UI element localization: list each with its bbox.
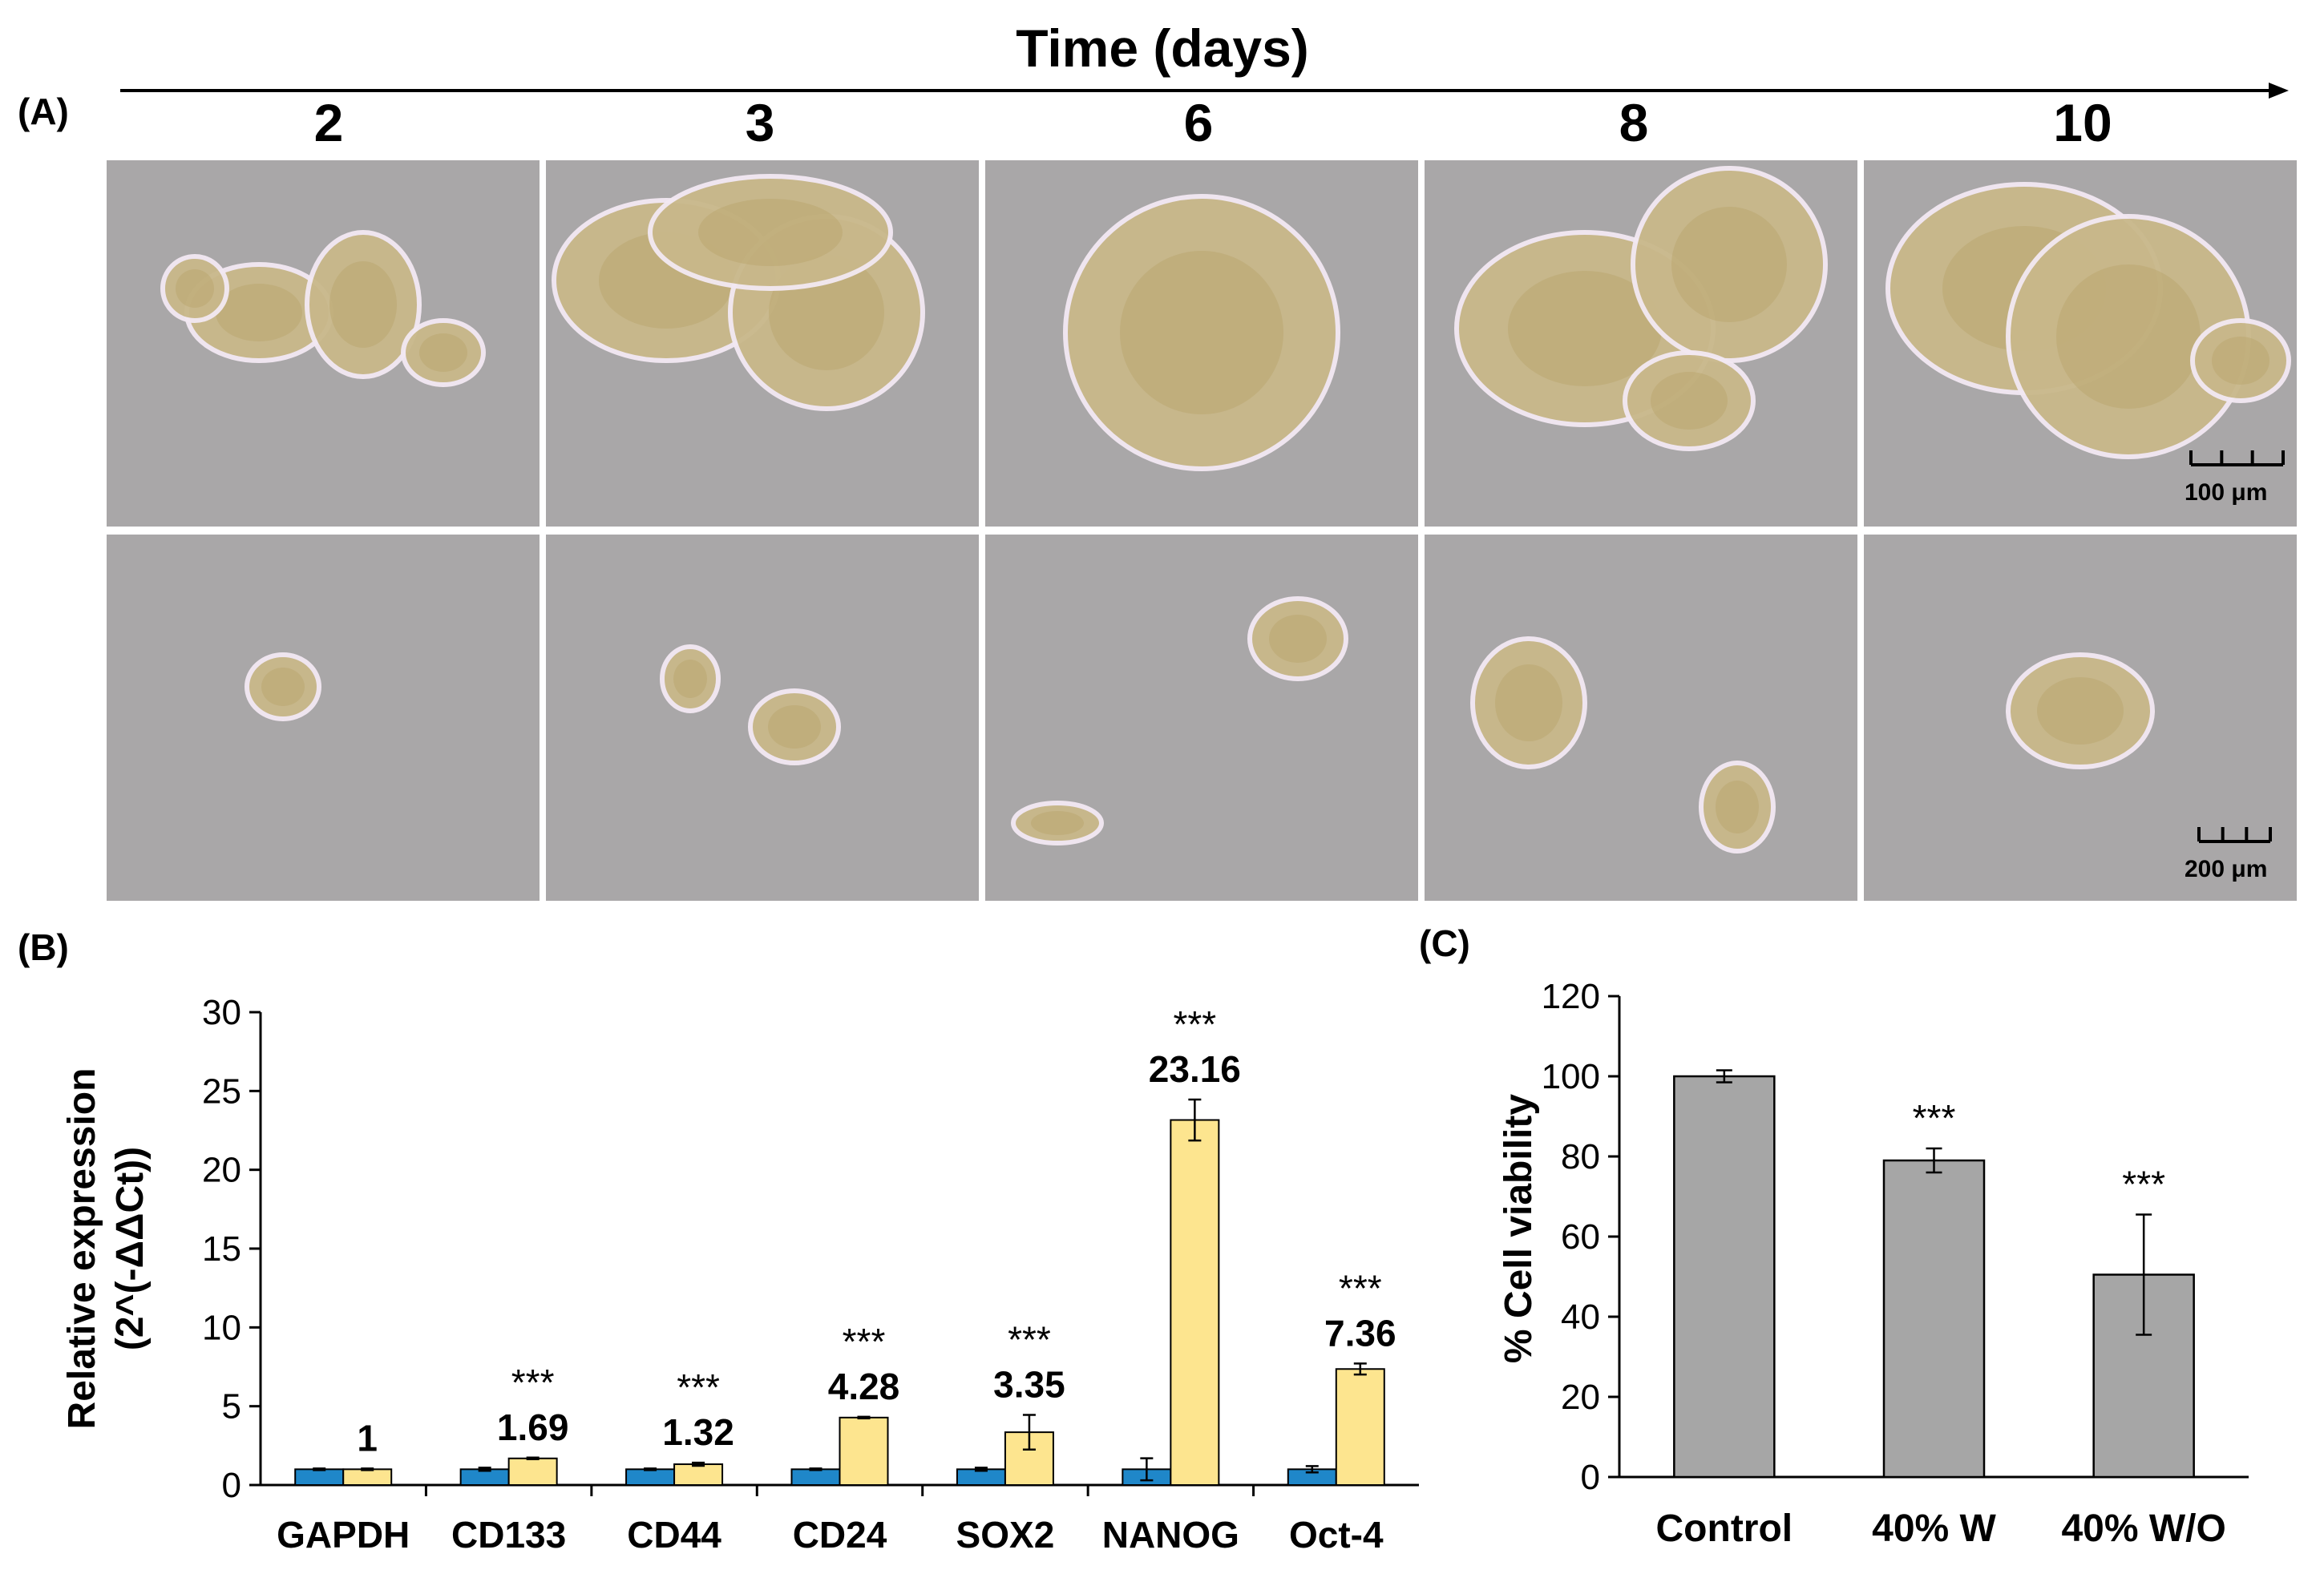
data-label: 1.69 [497, 1406, 569, 1448]
day-label-10: 10 [2053, 93, 2112, 152]
scalebar-bottom-label: 200 μm [2185, 856, 2268, 882]
significance-marker: *** [1339, 1267, 1382, 1309]
micrograph-background [107, 535, 540, 901]
day-label-3: 3 [745, 93, 775, 152]
bar-series-2 [507, 1457, 558, 1486]
y-axis-label-line2: (2^(-ΔΔCt)) [109, 1147, 152, 1350]
cell-cluster-core [768, 705, 821, 749]
y-axis-label: % Cell viability [1497, 1094, 1540, 1363]
x-tick-label: Control [1656, 1507, 1793, 1550]
data-label: 7.36 [1324, 1312, 1396, 1354]
cell-cluster-core [419, 333, 467, 372]
cell-cluster-core [1671, 207, 1787, 322]
viability-bar [1882, 1159, 1986, 1479]
panel-b-label: (B) [18, 926, 69, 968]
significance-marker: *** [1173, 1003, 1216, 1045]
significance-marker: *** [677, 1366, 720, 1408]
cell-cluster-core [1120, 251, 1283, 414]
x-tick-label: CD44 [627, 1514, 721, 1556]
x-tick-label: 40% W [1872, 1507, 1996, 1550]
significance-marker: *** [2122, 1164, 2165, 1205]
cell-cluster-core [2037, 677, 2124, 745]
bar-series-2 [1335, 1368, 1385, 1487]
cell-cluster-core [2212, 337, 2269, 385]
cell-cluster-core [1651, 372, 1728, 430]
bar-series-2 [673, 1463, 724, 1486]
y-tick-label: 10 [202, 1308, 241, 1347]
micrograph-bottom-day-10 [1864, 535, 2297, 901]
cell-cluster-core [698, 199, 843, 266]
x-tick-label: GAPDH [277, 1514, 410, 1556]
y-tick-label: 120 [1542, 977, 1600, 1016]
y-tick-label: 0 [222, 1466, 241, 1505]
micrograph-top-day-8 [1425, 160, 1857, 527]
x-tick-label: CD133 [451, 1514, 566, 1556]
micrograph-bottom-day-6 [985, 535, 1418, 901]
y-tick-label: 100 [1542, 1057, 1600, 1096]
cell-cluster-core [1031, 811, 1084, 835]
day-label-8: 8 [1619, 93, 1649, 152]
micrograph-top-day-6 [985, 160, 1418, 527]
micrograph-top-day-10 [1864, 160, 2297, 527]
cell-cluster-core [2056, 264, 2201, 409]
cell-cluster-core [1716, 781, 1759, 833]
cell-cluster-core [261, 668, 305, 706]
significance-marker: *** [1913, 1097, 1956, 1139]
data-label: 1 [357, 1417, 378, 1459]
significance-marker: *** [843, 1321, 886, 1362]
y-tick-label: 20 [1561, 1378, 1600, 1417]
viability-bar [1673, 1075, 1776, 1479]
y-tick-label: 40 [1561, 1297, 1600, 1337]
cell-cluster-core [176, 269, 214, 308]
cell-cluster-core [1508, 271, 1662, 386]
scalebar-top [2189, 450, 2285, 466]
x-tick-label: NANOG [1102, 1514, 1239, 1556]
y-tick-label: 0 [1581, 1458, 1600, 1497]
x-tick-label: Oct-4 [1289, 1514, 1384, 1556]
cell-cluster-core [1269, 615, 1327, 663]
y-tick-label: 60 [1561, 1217, 1600, 1257]
micrograph-top-day-3 [546, 160, 979, 527]
data-label: 23.16 [1149, 1048, 1241, 1090]
expression-bar-chart: 0 5 10 15 20 25 30 Relative expression (2^(-ΔΔCt… [61, 993, 1419, 1556]
cell-cluster-core [329, 261, 397, 348]
x-tick-label: 40% W/O [2061, 1507, 2225, 1550]
cell-cluster-core [673, 660, 707, 698]
data-label: 4.28 [828, 1366, 900, 1407]
y-axis-label: Relative expression [61, 1068, 103, 1430]
viability-bar-chart: 0 20 40 60 80 100 120 % Cell viability Control 40… [1497, 977, 2249, 1550]
micrograph-bottom-day-2 [107, 535, 540, 901]
y-tick-label: 80 [1561, 1137, 1600, 1176]
data-label: 3.35 [993, 1363, 1065, 1405]
day-label-2: 2 [313, 93, 344, 152]
time-axis-arrow [120, 83, 2289, 99]
significance-marker: *** [1008, 1318, 1051, 1360]
significance-marker: *** [511, 1362, 555, 1403]
micrograph-top-day-2 [107, 160, 540, 527]
data-label: 1.32 [662, 1411, 734, 1453]
x-tick-label: CD24 [793, 1514, 887, 1556]
bar-series-2 [839, 1416, 889, 1486]
y-tick-label: 15 [202, 1229, 241, 1269]
scalebar-top-label: 100 μm [2185, 479, 2268, 506]
cell-cluster-core [216, 284, 302, 341]
y-tick-label: 30 [202, 993, 241, 1032]
micrograph-bottom-day-3 [546, 535, 979, 901]
cell-cluster-core [1495, 664, 1562, 741]
panel-c-label: (C) [1419, 922, 1470, 964]
scalebar-bottom [2197, 827, 2272, 843]
micrograph-bottom-day-8 [1425, 535, 1857, 901]
y-tick-label: 5 [222, 1387, 241, 1427]
y-tick-label: 20 [202, 1151, 241, 1190]
y-tick-label: 25 [202, 1071, 241, 1111]
day-label-6: 6 [1183, 93, 1214, 152]
x-tick-label: SOX2 [956, 1514, 1055, 1556]
panel-a-label: (A) [18, 91, 69, 132]
time-axis-title: Time (days) [1016, 18, 1309, 78]
